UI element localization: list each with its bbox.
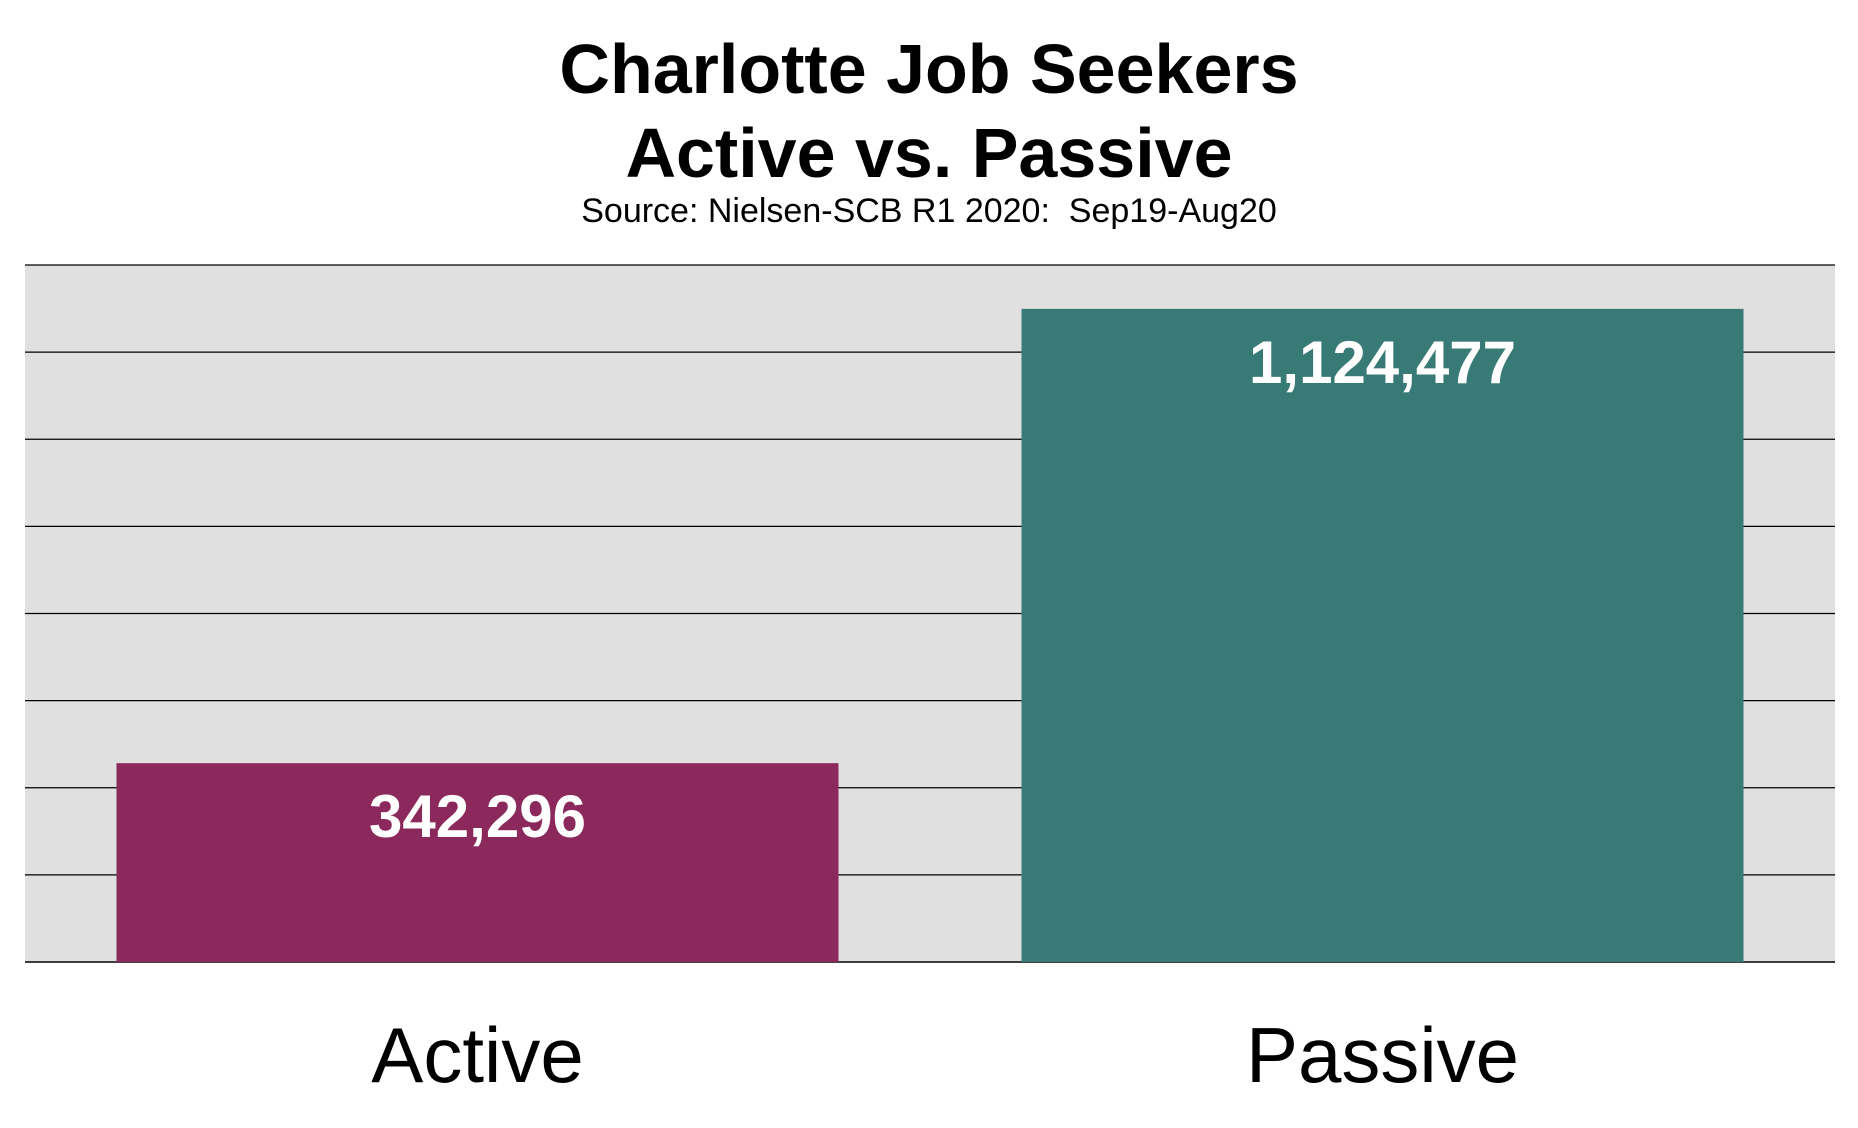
- bar-passive: [1021, 308, 1744, 962]
- value-label-passive: 1,124,477: [1249, 329, 1516, 396]
- bars: [116, 308, 1744, 962]
- chart-title-line-1: Charlotte Job Seekers: [559, 30, 1299, 108]
- bar-active: [116, 763, 839, 962]
- category-label-active: Active: [371, 1011, 583, 1099]
- category-label-passive: Passive: [1246, 1011, 1519, 1099]
- chart-subtitle: Source: Nielsen-SCB R1 2020: Sep19-Aug20: [581, 192, 1277, 230]
- value-label-active: 342,296: [369, 783, 586, 850]
- chart-title-line-2: Active vs. Passive: [625, 114, 1233, 192]
- value-labels: 342,296 1,124,477: [369, 329, 1516, 850]
- category-labels: Active Passive: [371, 1011, 1519, 1099]
